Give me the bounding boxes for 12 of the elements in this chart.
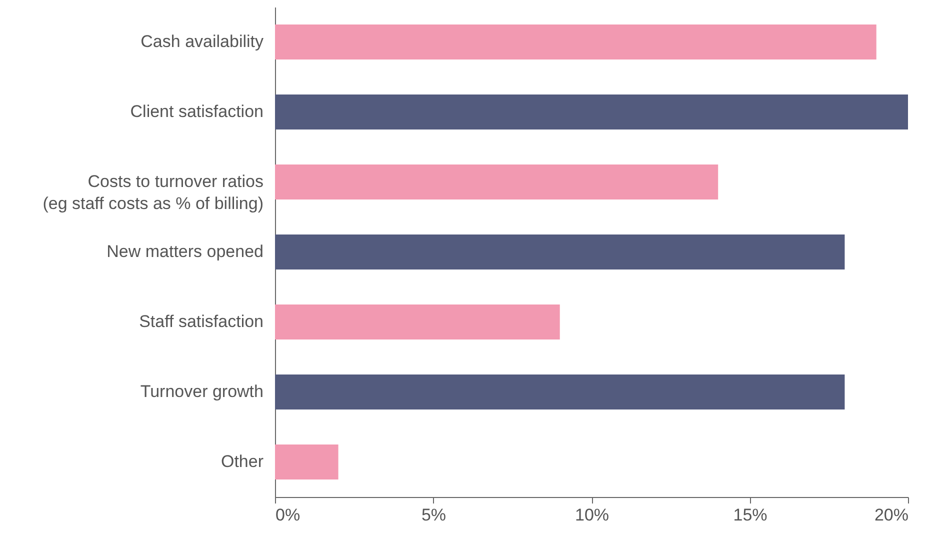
y-tick-label: Other bbox=[220, 452, 264, 471]
y-tick-label: Cash availability bbox=[140, 32, 264, 51]
x-tick-label: 10% bbox=[574, 506, 610, 524]
y-tick-label: Costs to turnover ratios (eg staff costs as % of billing) bbox=[42, 172, 264, 213]
x-tick-label: 15% bbox=[733, 506, 768, 524]
y-tick-label: Turnover growth bbox=[140, 382, 264, 401]
y-tick-label: Client satisfaction bbox=[130, 102, 264, 121]
y-tick-label: Staff satisfaction bbox=[139, 312, 264, 331]
x-tick-label: 0% bbox=[276, 506, 300, 524]
y-tick-label: New matters opened bbox=[106, 242, 264, 261]
x-tick-label: 20% bbox=[874, 506, 908, 524]
x-tick-label: 5% bbox=[421, 506, 446, 524]
